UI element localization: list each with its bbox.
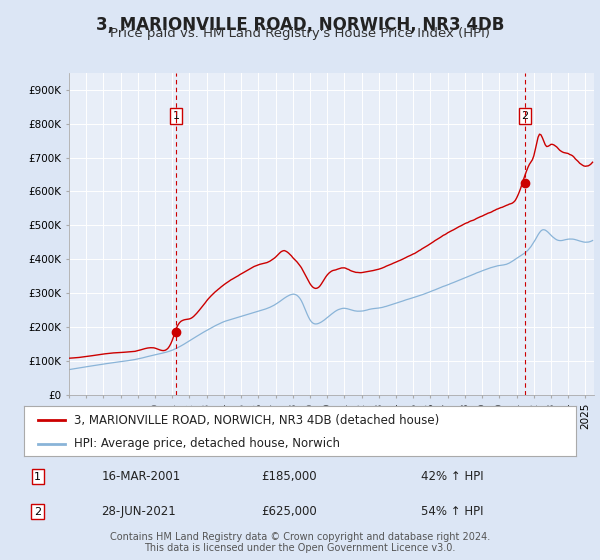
Text: 3, MARIONVILLE ROAD, NORWICH, NR3 4DB (detached house): 3, MARIONVILLE ROAD, NORWICH, NR3 4DB (d… — [74, 414, 439, 427]
Text: 16-MAR-2001: 16-MAR-2001 — [101, 470, 181, 483]
Text: 2: 2 — [521, 111, 529, 122]
Text: 2: 2 — [34, 507, 41, 517]
Text: £185,000: £185,000 — [261, 470, 317, 483]
Text: £625,000: £625,000 — [261, 505, 317, 518]
Text: 1: 1 — [34, 472, 41, 482]
Text: 3, MARIONVILLE ROAD, NORWICH, NR3 4DB: 3, MARIONVILLE ROAD, NORWICH, NR3 4DB — [96, 16, 504, 34]
Text: 54% ↑ HPI: 54% ↑ HPI — [421, 505, 484, 518]
Text: Contains HM Land Registry data © Crown copyright and database right 2024.
This d: Contains HM Land Registry data © Crown c… — [110, 531, 490, 553]
Text: Price paid vs. HM Land Registry's House Price Index (HPI): Price paid vs. HM Land Registry's House … — [110, 27, 490, 40]
Text: 42% ↑ HPI: 42% ↑ HPI — [421, 470, 484, 483]
Text: HPI: Average price, detached house, Norwich: HPI: Average price, detached house, Norw… — [74, 437, 340, 450]
Text: 28-JUN-2021: 28-JUN-2021 — [101, 505, 176, 518]
Text: 1: 1 — [172, 111, 179, 122]
